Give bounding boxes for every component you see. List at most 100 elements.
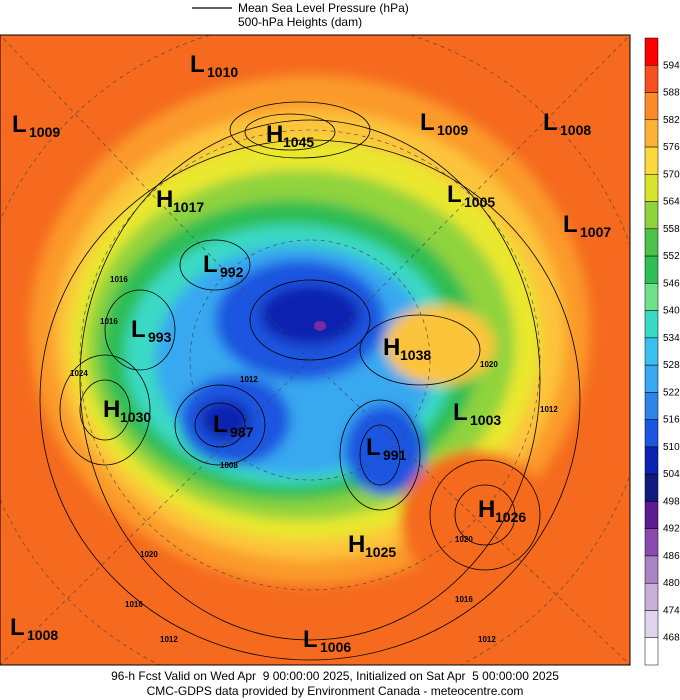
isobar-label: 1012: [240, 375, 258, 384]
center-value: 1038: [400, 347, 431, 363]
colorbar-swatch: [644, 446, 659, 475]
colorbar-swatch: [644, 337, 659, 366]
center-letter: L: [131, 316, 146, 343]
center-letter: L: [203, 251, 218, 278]
colorbar-swatch: [644, 310, 659, 339]
colorbar-label: 492: [663, 524, 680, 535]
center-value: 1010: [207, 64, 238, 80]
colorbar-label: 528: [663, 360, 680, 371]
colorbar-swatch: [644, 364, 659, 393]
colorbar-swatch: [644, 65, 659, 93]
colorbar-label: 516: [663, 415, 680, 426]
colorbar-label: 588: [663, 88, 680, 99]
center-value: 1017: [173, 199, 204, 215]
isobar-label: 1020: [480, 360, 498, 369]
colorbar-swatch: [644, 555, 659, 584]
center-letter: L: [563, 211, 578, 238]
center-value: 1007: [580, 224, 611, 240]
colorbar-swatch: [644, 419, 659, 448]
center-letter: L: [447, 181, 462, 208]
colorbar-label: 564: [663, 197, 680, 208]
center-value: 1025: [365, 544, 396, 560]
colorbar-label: 570: [663, 169, 680, 180]
colorbar-swatch: [644, 392, 659, 420]
colorbar-label: 504: [663, 469, 680, 480]
colorbar-swatch: [644, 501, 659, 529]
colorbar-label: 510: [663, 442, 680, 453]
center-letter: H: [266, 121, 283, 148]
center-value: 1009: [437, 122, 468, 138]
isobar-label: 1012: [540, 405, 558, 414]
center-value: 1026: [495, 509, 526, 525]
center-value: 1003: [470, 412, 501, 428]
footer-valid: 96-h Fcst Valid on Wed Apr 9 00:00:00 20…: [111, 669, 559, 683]
isobar-label: 1012: [478, 635, 496, 644]
colorbar-label: 468: [663, 633, 680, 644]
center-letter: H: [103, 396, 120, 423]
center-value: 1005: [464, 194, 495, 210]
isobar-label: 1012: [160, 635, 178, 644]
center-value: 1030: [120, 409, 151, 425]
center-letter: H: [478, 496, 495, 523]
colorbar-swatch: [644, 37, 659, 66]
isobar-label: 1008: [220, 461, 238, 470]
center-letter: L: [453, 399, 468, 426]
colorbar-swatch: [644, 283, 659, 311]
colorbar-label: 594: [663, 60, 680, 71]
colorbar-swatch: [644, 473, 659, 502]
center-value: 1009: [29, 124, 60, 140]
center-value: 1008: [27, 627, 58, 643]
legend-mslp: Mean Sea Level Pressure (hPa): [238, 1, 409, 15]
colorbar-swatch: [644, 174, 659, 202]
center-value: 991: [383, 447, 407, 463]
legend-heights: 500-hPa Heights (dam): [238, 15, 362, 29]
isobar-label: 1024: [70, 369, 88, 378]
center-letter: L: [303, 626, 318, 653]
map-frame: [0, 34, 631, 666]
center-value: 987: [230, 424, 254, 440]
isobar-label: 1016: [455, 595, 473, 604]
colorbar-label: 582: [663, 115, 680, 126]
colorbar-label: 558: [663, 224, 680, 235]
colorbar-swatch: [644, 146, 659, 175]
center-letter: H: [348, 531, 365, 558]
colorbar-label: 480: [663, 578, 680, 589]
colorbar-swatch: [644, 255, 659, 284]
center-value: 992: [220, 264, 244, 280]
colorbar-swatch: [644, 528, 659, 557]
colorbar-label: 540: [663, 306, 680, 317]
colorbar-swatch: [644, 119, 659, 148]
colorbar-label: 486: [663, 551, 680, 562]
center-value: 993: [148, 329, 172, 345]
isobar-label: 1016: [125, 600, 143, 609]
colorbar-label: 576: [663, 142, 680, 153]
colorbar-swatch: [644, 610, 659, 638]
colorbar-label: 546: [663, 278, 680, 289]
field-minimum: [314, 321, 326, 331]
center-letter: L: [543, 109, 558, 136]
colorbar-swatch: [644, 228, 659, 257]
colorbar-label: 498: [663, 496, 680, 507]
colorbar-swatch: [644, 582, 659, 611]
center-letter: L: [12, 111, 27, 138]
center-letter: L: [213, 411, 228, 438]
center-value: 1006: [320, 639, 351, 655]
isobar-label: 1020: [140, 550, 158, 559]
colorbar-swatch: [644, 637, 659, 666]
isobar-label: 1016: [100, 317, 118, 326]
center-value: 1008: [560, 122, 591, 138]
center-letter: L: [190, 51, 205, 78]
center-letter: L: [420, 109, 435, 136]
center-value: 1045: [283, 134, 314, 150]
colorbar-label: 534: [663, 333, 680, 344]
footer-credit: CMC-GDPS data provided by Environment Ca…: [147, 684, 524, 698]
center-letter: H: [383, 334, 400, 361]
center-letter: L: [10, 614, 25, 641]
colorbar-swatch: [644, 201, 659, 230]
colorbar-swatch: [644, 92, 659, 121]
center-letter: H: [156, 186, 173, 213]
colorbar-label: 552: [663, 251, 680, 262]
isobar-label: 1020: [455, 535, 473, 544]
